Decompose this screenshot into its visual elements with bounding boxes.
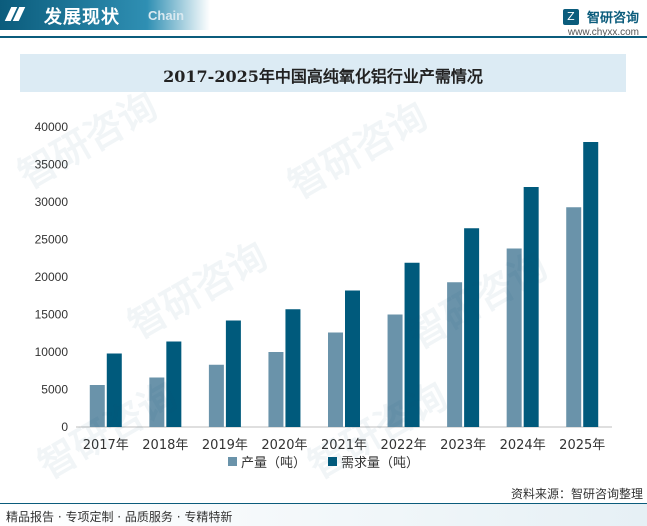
legend-label-production: 产量（吨） — [241, 456, 306, 471]
footer-divider — [0, 503, 647, 504]
production-bar — [447, 282, 463, 427]
demand-bar — [225, 320, 241, 427]
page-header: 发展现状 Chain Z 智研咨询 www.chyxx.com — [0, 0, 647, 42]
production-bar — [387, 314, 403, 427]
footer-bar — [0, 504, 647, 526]
chart-title-box: 2017-2025年中国高纯氧化铝行业产需情况 — [20, 54, 626, 92]
header-decor-icon — [4, 6, 26, 25]
brand-name: 智研咨询 — [586, 11, 639, 26]
y-tick-label: 10000 — [35, 345, 69, 359]
y-tick-label: 20000 — [35, 270, 69, 284]
x-tick-label: 2019年 — [202, 438, 248, 453]
x-tick-label: 2024年 — [500, 438, 546, 453]
y-tick-label: 0 — [61, 420, 68, 434]
demand-bar — [166, 341, 182, 427]
demand-bar — [523, 187, 539, 427]
x-tick-label: 2025年 — [559, 438, 605, 453]
production-bar — [566, 207, 582, 427]
x-tick-label: 2023年 — [440, 438, 486, 453]
production-bar — [506, 248, 522, 427]
footer-tagline: 精品报告 · 专项定制 · 品质服务 · 专精特新 — [6, 510, 233, 524]
header-banner: 发展现状 — [0, 0, 210, 30]
brand-url: www.chyxx.com — [567, 27, 639, 38]
brand: Z 智研咨询 www.chyxx.com — [562, 6, 639, 38]
x-tick-label: 2018年 — [142, 438, 188, 453]
production-bar — [89, 385, 105, 427]
header-divider — [0, 36, 647, 38]
y-tick-label: 15000 — [35, 308, 69, 322]
x-tick-label: 2017年 — [83, 438, 129, 453]
demand-bar — [345, 290, 360, 427]
legend-swatch-demand — [328, 457, 337, 466]
demand-bar — [464, 228, 480, 427]
legend-swatch-production — [228, 457, 237, 466]
section-title: 发展现状 — [44, 7, 120, 28]
y-tick-label: 35000 — [35, 158, 69, 172]
demand-bar — [583, 142, 599, 427]
chart-title: 2017-2025年中国高纯氧化铝行业产需情况 — [163, 67, 483, 86]
y-tick-label: 5000 — [41, 383, 68, 397]
section-subtitle: Chain — [148, 8, 185, 23]
y-tick-label: 25000 — [35, 233, 69, 247]
demand-bar — [106, 353, 122, 427]
demand-bar — [404, 262, 420, 427]
brand-logo-icon: Z — [562, 8, 579, 25]
production-bar — [149, 377, 165, 427]
x-tick-label: 2022年 — [381, 438, 427, 453]
y-tick-label: 30000 — [35, 195, 69, 209]
x-tick-label: 2021年 — [321, 438, 367, 453]
x-tick-label: 2020年 — [261, 438, 307, 453]
y-tick-label: 40000 — [35, 120, 69, 134]
production-bar — [208, 364, 224, 427]
data-source: 资料来源：智研咨询整理 — [510, 487, 643, 501]
bar-chart: 0 5000 10000 15000 20000 25000 30000 35000 40000… — [35, 120, 612, 471]
demand-bar — [285, 309, 301, 427]
production-bar — [268, 352, 284, 427]
production-bar — [328, 332, 343, 427]
legend-label-demand: 需求量（吨） — [341, 456, 419, 471]
